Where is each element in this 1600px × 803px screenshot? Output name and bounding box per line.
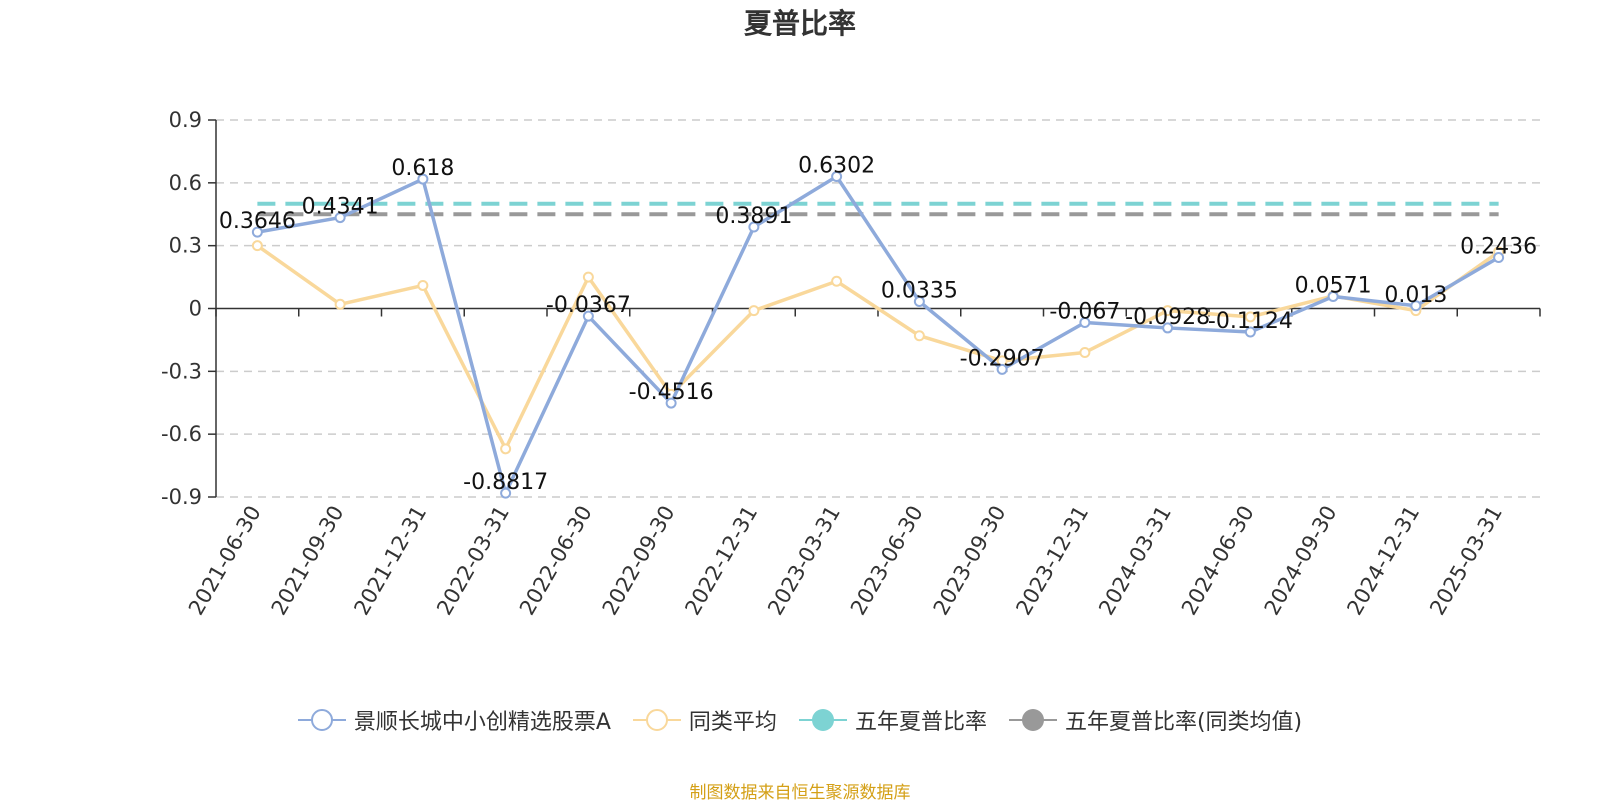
- x-tick-label: 2023-06-30: [846, 502, 928, 620]
- x-tick-label: 2023-03-31: [763, 502, 845, 620]
- series-point-0: [748, 221, 760, 233]
- y-tick-label: 0.3: [169, 234, 202, 258]
- series-point-0: [665, 397, 677, 409]
- x-tick-label: 2022-06-30: [515, 502, 597, 620]
- legend-item-fund[interactable]: 景顺长城中小创精选股票A: [297, 704, 611, 736]
- series-point-0: [1079, 317, 1091, 329]
- data-label: 0.0571: [1295, 274, 1372, 299]
- legend-item-peer-average[interactable]: 同类平均: [632, 704, 777, 736]
- y-tick-label: -0.6: [161, 422, 202, 446]
- series-point-0: [831, 171, 843, 183]
- x-tick-label: 2025-03-31: [1425, 502, 1507, 620]
- series-point-1: [913, 330, 925, 342]
- data-label: -0.2907: [960, 346, 1045, 371]
- series-point-1: [251, 240, 263, 252]
- data-label: 0.3646: [219, 209, 296, 234]
- series-point-0: [913, 295, 925, 307]
- legend-item-five-year[interactable]: 五年夏普比率: [798, 704, 987, 736]
- series-point-1: [334, 298, 346, 310]
- series-point-0: [996, 363, 1008, 375]
- x-tick-label: 2023-09-30: [929, 502, 1011, 620]
- data-label: -0.0367: [546, 293, 631, 318]
- x-tick-label: 2024-03-31: [1094, 502, 1176, 620]
- x-tick-label: 2022-09-30: [598, 502, 680, 620]
- x-tick-label: 2024-12-31: [1342, 502, 1424, 620]
- data-label: -0.0928: [1125, 305, 1210, 330]
- series-point-0: [251, 226, 263, 238]
- data-label: -0.1124: [1208, 309, 1293, 334]
- series-point-0: [1410, 300, 1422, 312]
- data-label: 0.3891: [715, 204, 792, 229]
- data-label: -0.8817: [463, 470, 548, 495]
- x-tick-label: 2022-12-31: [680, 502, 762, 620]
- legend-label-five-year: 五年夏普比率: [854, 710, 987, 735]
- series-point-0: [1493, 251, 1505, 263]
- data-label: -0.067: [1049, 300, 1120, 325]
- series-point-0: [1162, 322, 1174, 334]
- data-label: 0.618: [391, 156, 454, 181]
- source-note: 制图数据来自恒生聚源数据库: [689, 783, 911, 803]
- series-point-1: [500, 443, 512, 455]
- x-tick-label: 2021-09-30: [267, 502, 349, 620]
- x-tick-label: 2021-06-30: [184, 502, 266, 620]
- x-tick-label: 2023-12-31: [1011, 502, 1093, 620]
- legend-marker-filled-circle-icon: [1008, 709, 1057, 731]
- legend-marker-hollow-circle-icon: [632, 709, 681, 731]
- y-tick-label: 0: [189, 297, 202, 321]
- legend: 景顺长城中小创精选股票A 同类平均 五年夏普比率 五年夏普比率(同类均值): [0, 704, 1600, 736]
- series-point-1: [1079, 346, 1091, 358]
- legend-marker-hollow-circle-icon: [297, 709, 346, 731]
- data-label: 0.6302: [798, 154, 875, 179]
- series-point-1: [1162, 305, 1174, 317]
- series-point-0: [1244, 326, 1256, 338]
- x-tick-label: 2022-03-31: [432, 502, 514, 620]
- series-point-0: [417, 173, 429, 185]
- x-tick-label: 2024-09-30: [1260, 502, 1342, 620]
- x-tick-label: 2021-12-31: [349, 502, 431, 620]
- y-tick-label: -0.3: [161, 359, 202, 383]
- series-line-1: [256, 244, 1500, 451]
- series-point-0: [1327, 291, 1339, 303]
- series-point-0: [500, 487, 512, 499]
- chart-title: 夏普比率: [743, 7, 856, 40]
- legend-label-five-year-peer: 五年夏普比率(同类均值): [1064, 710, 1303, 735]
- x-tick-label: 2024-06-30: [1177, 502, 1259, 620]
- series-point-1: [748, 305, 760, 317]
- series-point-1: [831, 275, 843, 287]
- series-point-1: [1244, 311, 1256, 323]
- series-line-0: [257, 174, 1500, 495]
- series-point-0: [334, 212, 346, 224]
- legend-label-fund: 景顺长城中小创精选股票A: [353, 710, 611, 735]
- series-point-1: [582, 271, 594, 283]
- y-tick-label: 0.6: [169, 171, 202, 195]
- series-point-1: [417, 279, 429, 291]
- data-label: 0.013: [1384, 283, 1447, 308]
- legend-label-peer-average: 同类平均: [688, 710, 777, 735]
- legend-item-five-year-peer[interactable]: 五年夏普比率(同类均值): [1008, 704, 1303, 736]
- series-point-0: [582, 310, 594, 322]
- data-label: 0.2436: [1460, 234, 1537, 259]
- data-label: 0.0335: [881, 278, 958, 303]
- data-label: 0.4341: [302, 195, 379, 220]
- y-tick-label: -0.9: [161, 485, 202, 509]
- y-tick-label: 0.9: [169, 108, 202, 132]
- data-label: -0.4516: [629, 380, 714, 405]
- legend-marker-filled-circle-icon: [798, 709, 847, 731]
